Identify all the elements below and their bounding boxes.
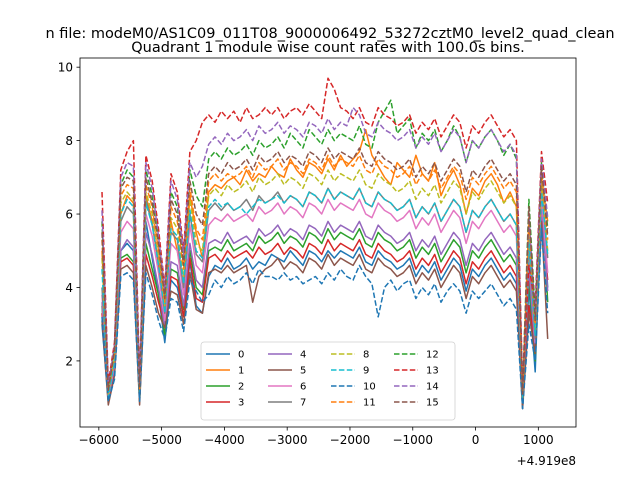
legend-label-12: 12: [426, 350, 439, 361]
series-line-3: [101, 213, 549, 406]
series-line-6: [101, 194, 549, 399]
series-line-4: [101, 205, 549, 403]
figure-suptitle: n file: modeM0/AS1C09_011T08_9000006492_…: [45, 26, 614, 42]
x-tick-label: −1000: [392, 433, 433, 447]
x-tick-label: 0: [472, 433, 480, 447]
x-tick-label: −3000: [267, 433, 308, 447]
x-tick-label: −4000: [204, 433, 245, 447]
legend-label-4: 4: [300, 350, 306, 361]
y-tick-label: 6: [65, 208, 73, 222]
series-line-15: [101, 147, 549, 395]
series-line-13: [101, 77, 549, 388]
legend-label-6: 6: [300, 382, 306, 393]
legend-label-3: 3: [238, 398, 244, 409]
legend-label-15: 15: [426, 398, 439, 409]
legend-label-5: 5: [300, 366, 306, 377]
y-tick-label: 8: [65, 134, 73, 148]
y-axis: 2 4 6 8 10: [58, 61, 80, 368]
legend-label-9: 9: [363, 366, 369, 377]
series-line-7: [101, 183, 549, 399]
series-line-9: [101, 187, 549, 399]
series-line-14: [101, 106, 549, 392]
legend-label-11: 11: [363, 398, 376, 409]
x-tick-label: 1000: [523, 433, 554, 447]
x-tick-label: −6000: [79, 433, 120, 447]
series-layer: [101, 77, 549, 410]
y-tick-label: 2: [65, 354, 73, 368]
legend-label-13: 13: [426, 366, 439, 377]
series-line-8: [101, 169, 549, 399]
axes-frame: [79, 57, 577, 428]
legend-label-8: 8: [363, 350, 369, 361]
legend-label-10: 10: [363, 382, 376, 393]
y-tick-label: 4: [65, 281, 73, 295]
x-tick-label: −5000: [141, 433, 182, 447]
legend-label-14: 14: [426, 382, 439, 393]
x-axis: −6000 −5000 −4000 −3000 −2000 −1000 0 1000: [79, 427, 554, 447]
legend-label-7: 7: [300, 398, 306, 409]
series-line-1: [101, 128, 549, 403]
series-line-5: [101, 220, 549, 410]
series-line-10: [101, 227, 549, 410]
chart-title: Quadrant 1 module wise count rates with …: [131, 40, 525, 56]
series-line-0: [101, 194, 549, 410]
x-offset-label: +4.919e8: [517, 454, 576, 468]
series-line-2: [101, 187, 549, 406]
legend-label-2: 2: [238, 382, 244, 393]
legend-label-0: 0: [238, 350, 244, 361]
series-line-11: [101, 154, 549, 395]
y-tick-label: 10: [58, 61, 73, 75]
legend-frame: [200, 341, 456, 421]
x-tick-label: −2000: [330, 433, 371, 447]
legend-label-1: 1: [238, 366, 244, 377]
